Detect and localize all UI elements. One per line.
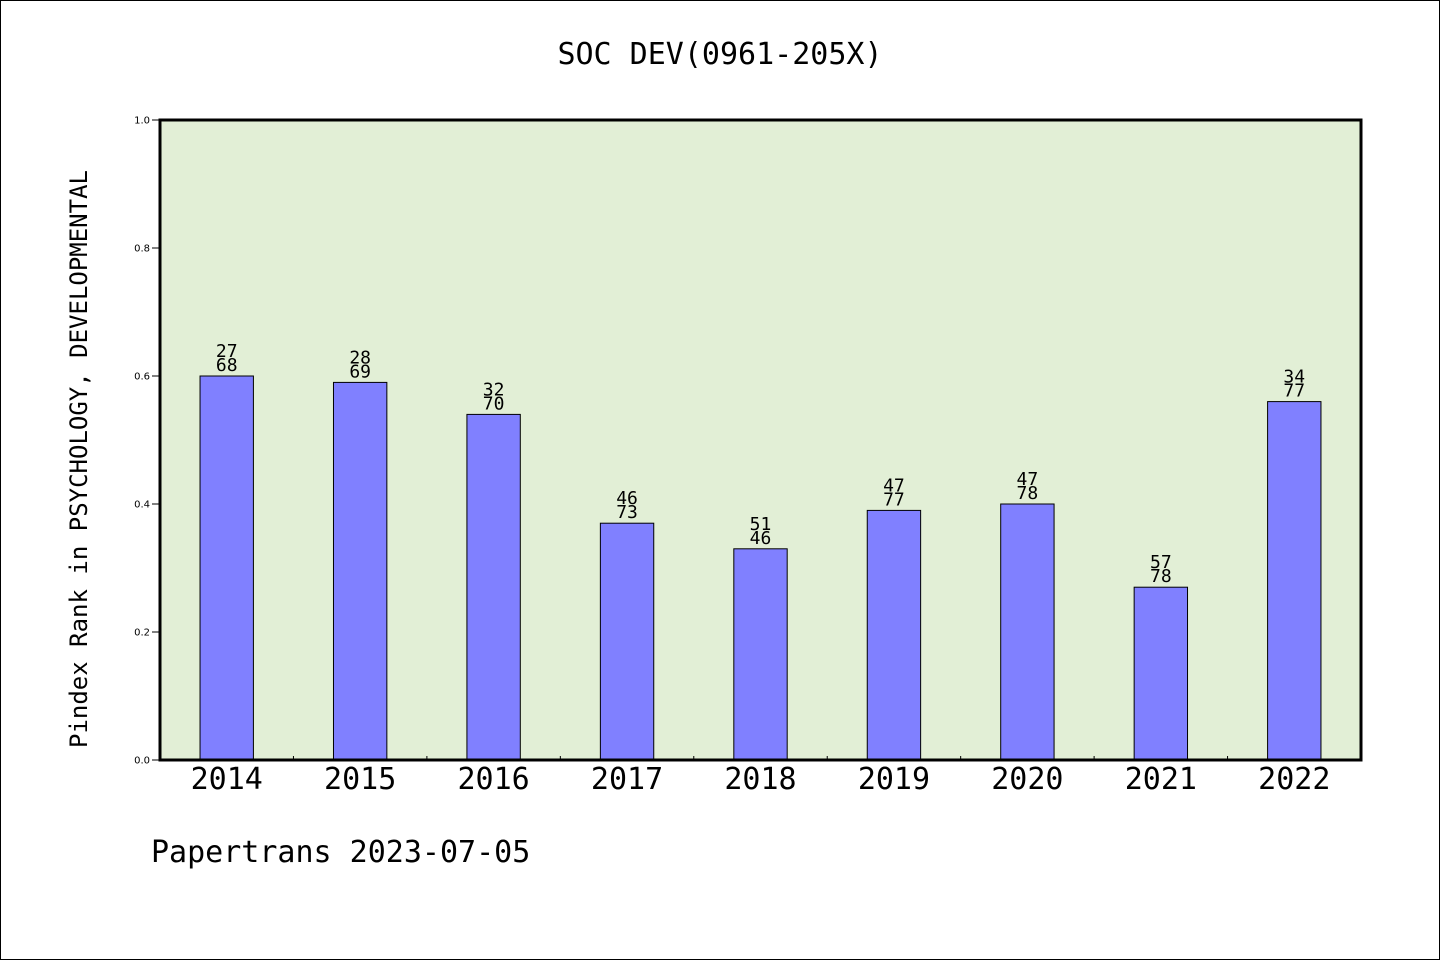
- bar: [1133, 586, 1189, 761]
- bar-label-bottom: 70: [483, 393, 505, 414]
- x-tick-label: 2022: [1258, 762, 1330, 797]
- bar-label-bottom: 77: [1283, 381, 1305, 402]
- bar: [733, 548, 788, 761]
- bar: [332, 381, 388, 761]
- bar: [599, 522, 655, 761]
- y-tick-label: 0.2: [134, 628, 150, 639]
- bar-label-top: 47: [1017, 469, 1039, 490]
- bar-label-bottom: 77: [883, 489, 905, 510]
- x-tick-label: 2018: [724, 762, 796, 797]
- bar-label-bottom: 78: [1017, 483, 1039, 504]
- bar-label-top: 46: [616, 488, 638, 509]
- x-tick-label: 2019: [858, 762, 930, 797]
- bar-label-top: 47: [883, 475, 905, 496]
- y-tick-label: 0.8: [134, 244, 150, 255]
- bar-label-top: 57: [1150, 552, 1172, 573]
- bar-label-top: 34: [1283, 367, 1305, 388]
- x-tick-label: 2016: [457, 762, 529, 797]
- bar-label-bottom: 46: [750, 528, 772, 549]
- bar-label-bottom: 78: [1150, 566, 1172, 587]
- bar: [199, 375, 254, 761]
- chart-title: SOC DEV(0961-205X): [557, 37, 883, 72]
- y-tick-label: 0.0: [134, 756, 150, 767]
- bar: [866, 509, 922, 761]
- bar-label-top: 51: [750, 514, 772, 535]
- x-tick-label: 2017: [591, 762, 663, 797]
- plot-border: [158, 118, 1363, 762]
- bar-label-top: 27: [216, 341, 238, 362]
- bar: [1000, 503, 1055, 761]
- bar-label-bottom: 69: [349, 361, 371, 382]
- bar-label-bottom: 68: [216, 355, 238, 376]
- x-tick-label: 2020: [991, 762, 1063, 797]
- x-tick-label: 2015: [324, 762, 396, 797]
- x-tick-label: 2021: [1125, 762, 1197, 797]
- bar-label-bottom: 73: [616, 502, 638, 523]
- bar-label-top: 28: [349, 347, 371, 368]
- y-tick-label: 0.6: [134, 372, 150, 383]
- bar-label-top: 32: [483, 379, 505, 400]
- footer-credit: Papertrans 2023-07-05: [151, 835, 531, 870]
- y-tick-label: 1.0: [134, 116, 150, 127]
- bar: [1267, 401, 1322, 761]
- bar: [466, 413, 521, 761]
- x-tick-label: 2014: [191, 762, 263, 797]
- y-tick-label: 0.4: [134, 500, 150, 511]
